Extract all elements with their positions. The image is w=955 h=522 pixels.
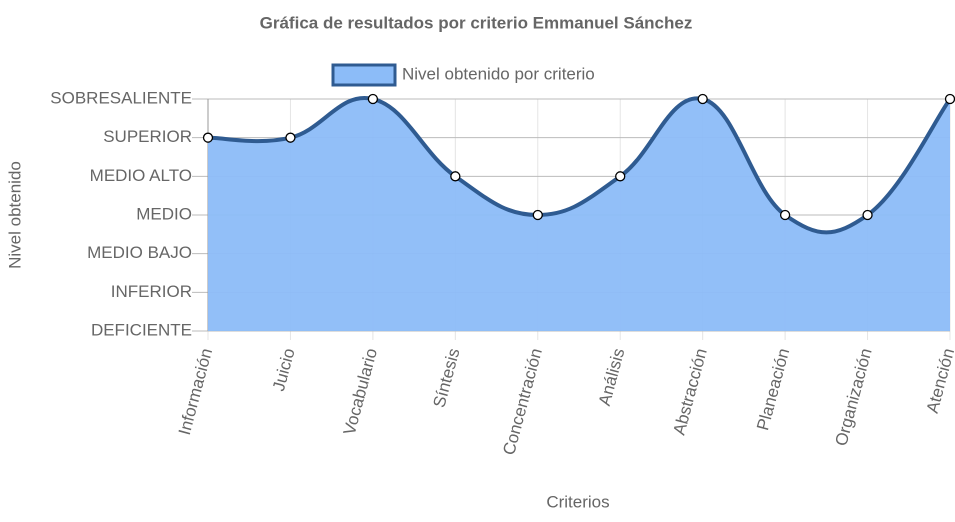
point [367,93,379,105]
point [944,93,955,105]
chart-title: Gráfica de resultados por criterio Emman… [260,13,693,32]
legend-swatch [331,63,397,87]
x-tick-label: Planeación [753,346,793,432]
x-tick-label: Organización [831,346,875,448]
y-tick-label: MEDIO [136,204,192,223]
x-tick-label: Vocabulario [340,346,381,437]
y-tick-label: MEDIO BAJO [87,243,192,262]
point [862,209,873,221]
x-axis-title: Criterios [546,492,609,511]
y-tick-label: MEDIO ALTO [90,166,192,185]
y-tick-label: SUPERIOR [103,127,192,146]
y-axis-title: Nivel obtenido [5,161,24,269]
point [532,209,543,221]
point [779,209,791,221]
x-tick-label: Síntesis [430,346,464,409]
point [202,132,214,143]
x-tick-label: Abstracción [670,346,711,437]
y-tick-label: DEFICIENTE [91,320,192,339]
y-tick-label: SOBRESALIENTE [50,88,192,107]
x-tick-label: Análisis [595,346,629,408]
point [450,171,461,182]
x-tick-label: Concentración [499,346,546,457]
y-tick-label: INFERIOR [111,282,192,301]
area-fill [208,97,950,331]
x-tick-label: Atención [923,346,955,415]
point [697,93,708,105]
point [615,171,626,182]
x-tick-label: Información [175,346,216,437]
x-tick-label: Juicio [269,346,299,393]
line [207,95,952,235]
point [285,132,296,143]
legend-label: Nivel obtenido por criterio [402,64,595,83]
